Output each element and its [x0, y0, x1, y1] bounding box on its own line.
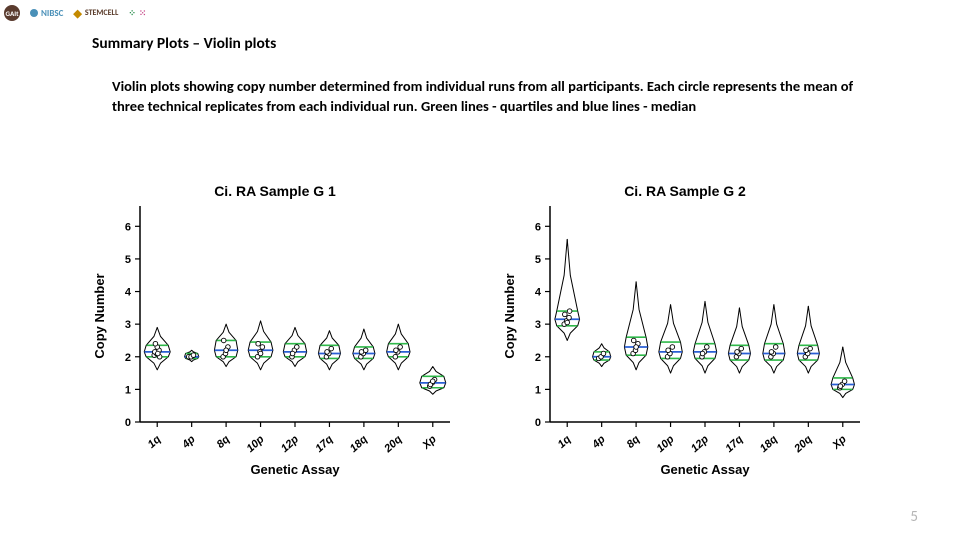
svg-text:4: 4: [535, 287, 542, 299]
svg-text:4: 4: [125, 287, 132, 299]
svg-text:12p: 12p: [689, 433, 711, 455]
svg-text:20q: 20q: [791, 433, 814, 455]
svg-text:Genetic Assay: Genetic Assay: [250, 462, 340, 477]
svg-text:Xp: Xp: [830, 433, 849, 452]
logo-gait: GAIt: [4, 4, 20, 22]
charts-row: Ci. RA Sample G 1 0 1 2 3 4 5 6 Copy Number 1q 4p 8…: [90, 180, 870, 485]
logo-nibsc: NIBSC: [30, 4, 63, 22]
svg-text:12p: 12p: [279, 433, 301, 455]
svg-text:18q: 18q: [348, 433, 370, 455]
description-text: Violin plots showing copy number determi…: [112, 76, 872, 117]
svg-text:0: 0: [125, 417, 131, 429]
svg-text:4p: 4p: [589, 433, 608, 451]
chart-g2: Ci. RA Sample G 2 0 1 2 3 4 5 6 Copy Number 1q 4p 8…: [500, 180, 870, 485]
svg-text:5: 5: [125, 254, 131, 266]
svg-text:4p: 4p: [179, 433, 198, 451]
svg-text:20q: 20q: [381, 433, 404, 455]
svg-text:1q: 1q: [146, 433, 164, 451]
svg-text:Ci. RA Sample G 2: Ci. RA Sample G 2: [624, 183, 746, 199]
section-heading: Summary Plots – Violin plots: [92, 34, 276, 53]
svg-text:1: 1: [125, 384, 131, 396]
svg-text:2: 2: [125, 352, 131, 364]
svg-text:6: 6: [535, 221, 541, 233]
svg-text:6: 6: [125, 221, 131, 233]
page-number: 5: [910, 508, 918, 526]
svg-text:Copy Number: Copy Number: [92, 273, 107, 358]
logo-stemcell: ◆STEMCELL: [73, 4, 118, 22]
svg-text:8q: 8q: [625, 433, 643, 451]
logo-partner: ⁘⁙: [128, 4, 146, 22]
logo-bar: GAIt NIBSC ◆STEMCELL ⁘⁙: [4, 4, 146, 22]
svg-text:17q: 17q: [313, 433, 335, 455]
svg-text:8q: 8q: [215, 433, 233, 451]
svg-text:10p: 10p: [654, 433, 676, 455]
svg-text:10p: 10p: [244, 433, 266, 455]
svg-text:Xp: Xp: [420, 433, 439, 452]
svg-text:3: 3: [125, 319, 131, 331]
svg-text:Genetic Assay: Genetic Assay: [660, 462, 750, 477]
svg-text:Copy Number: Copy Number: [502, 273, 517, 358]
svg-text:Ci. RA Sample G 1: Ci. RA Sample G 1: [214, 183, 336, 199]
svg-text:17q: 17q: [723, 433, 745, 455]
svg-text:18q: 18q: [758, 433, 780, 455]
chart-g1: Ci. RA Sample G 1 0 1 2 3 4 5 6 Copy Number 1q 4p 8…: [90, 180, 460, 485]
svg-text:5: 5: [535, 254, 541, 266]
svg-text:0: 0: [535, 417, 541, 429]
svg-text:1q: 1q: [556, 433, 574, 451]
svg-text:2: 2: [535, 352, 541, 364]
svg-text:3: 3: [535, 319, 541, 331]
svg-text:1: 1: [535, 384, 541, 396]
